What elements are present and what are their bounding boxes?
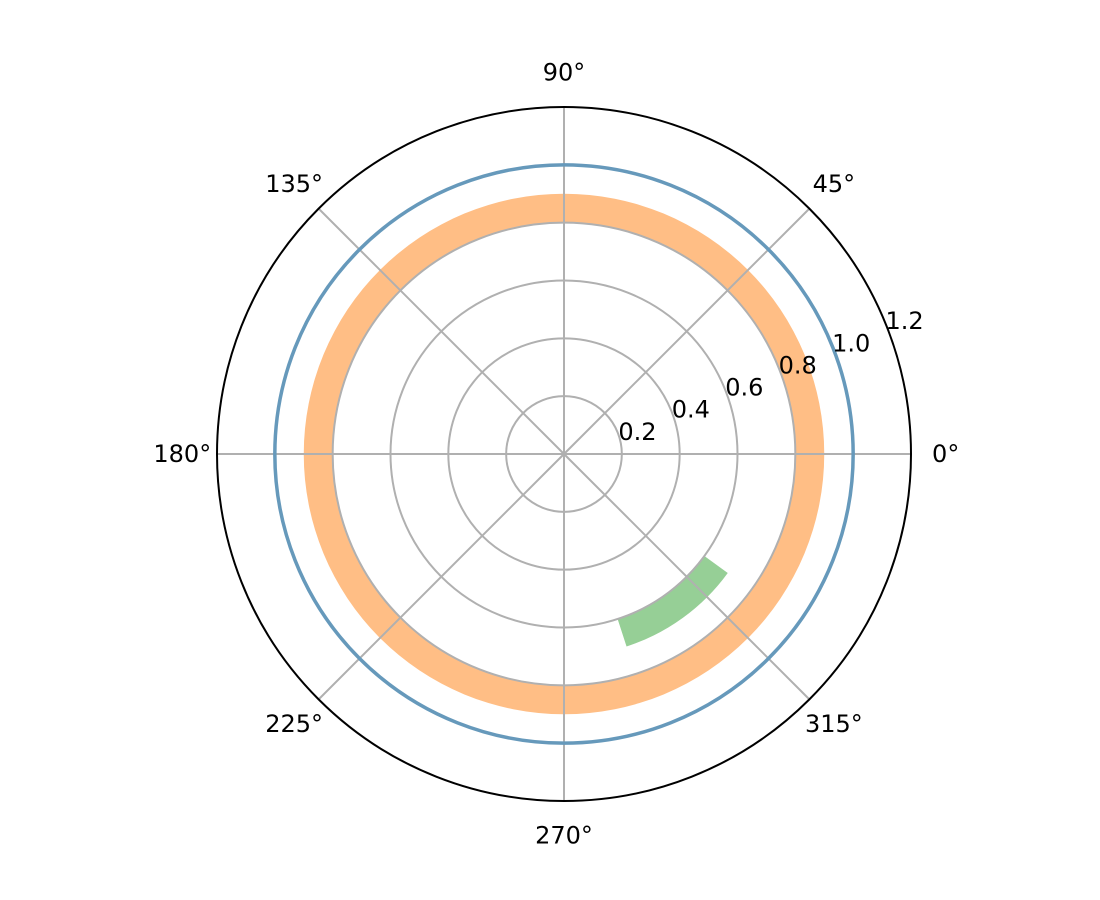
theta-tick-label: 45° <box>813 170 856 198</box>
r-tick-label: 1.0 <box>832 329 870 357</box>
polar-frame <box>216 106 912 802</box>
theta-tick-label: 315° <box>805 710 863 738</box>
theta-tick-label: 270° <box>535 822 593 850</box>
r-tick-label: 0.2 <box>618 418 656 446</box>
theta-tick-label: 180° <box>153 440 211 468</box>
line-series-0 <box>273 163 855 745</box>
bar-2 <box>617 555 728 647</box>
r-tick-label: 1.2 <box>886 307 924 335</box>
r-tick-label: 0.4 <box>672 396 710 424</box>
theta-tick-label: 135° <box>265 170 323 198</box>
theta-tick-label: 225° <box>265 710 323 738</box>
theta-tick-label: 90° <box>543 58 586 86</box>
r-tick-label: 0.6 <box>725 374 763 402</box>
theta-tick-label: 0° <box>932 440 959 468</box>
r-tick-label: 0.8 <box>779 351 817 379</box>
